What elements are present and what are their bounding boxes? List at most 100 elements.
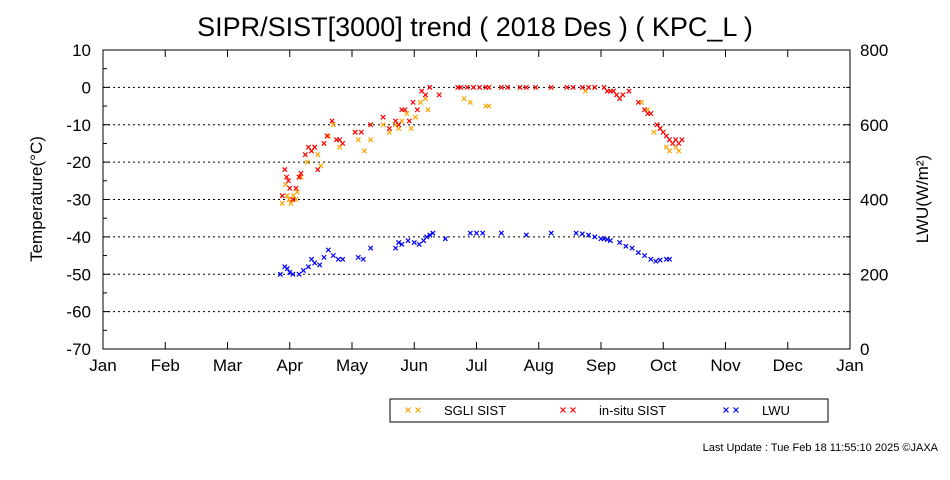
data-point bbox=[282, 166, 288, 173]
data-point bbox=[427, 232, 433, 238]
data-point bbox=[464, 84, 470, 90]
legend-label: SGLI SIST bbox=[444, 403, 506, 418]
data-point bbox=[414, 107, 420, 113]
data-point bbox=[380, 122, 386, 128]
legend-marker bbox=[415, 407, 421, 413]
data-point bbox=[436, 92, 442, 98]
data-point bbox=[279, 200, 285, 206]
data-point bbox=[368, 245, 374, 251]
x-tick-label: Oct bbox=[650, 356, 677, 375]
data-point bbox=[635, 99, 641, 105]
x-tick-label: Jan bbox=[89, 356, 116, 375]
data-point bbox=[368, 137, 374, 143]
data-point bbox=[288, 200, 294, 206]
data-point bbox=[298, 170, 304, 176]
data-point bbox=[404, 110, 410, 117]
data-point bbox=[648, 110, 654, 117]
data-point bbox=[476, 84, 483, 90]
data-point bbox=[329, 118, 335, 124]
data-point bbox=[410, 99, 416, 105]
series-lwu bbox=[277, 230, 673, 277]
data-point bbox=[523, 232, 529, 238]
y-tick-label: -30 bbox=[66, 191, 91, 210]
data-point bbox=[579, 231, 585, 237]
data-point bbox=[296, 271, 302, 277]
data-point bbox=[290, 271, 296, 277]
y-tick-label: -10 bbox=[66, 116, 91, 135]
data-point bbox=[626, 88, 632, 94]
data-point bbox=[325, 133, 331, 139]
legend-label: in-situ SIST bbox=[599, 403, 666, 418]
data-point bbox=[284, 266, 290, 272]
y-tick-label: 10 bbox=[72, 41, 91, 60]
data-point bbox=[411, 239, 417, 246]
data-point bbox=[486, 84, 492, 90]
y-tick-label: 0 bbox=[82, 78, 91, 97]
data-point bbox=[386, 125, 392, 132]
data-point bbox=[315, 166, 321, 173]
data-point bbox=[570, 84, 576, 90]
data-point bbox=[424, 234, 430, 240]
data-points bbox=[277, 84, 685, 277]
data-point bbox=[498, 230, 505, 236]
data-point bbox=[412, 114, 419, 120]
data-point bbox=[417, 99, 424, 105]
x-tick-label: Mar bbox=[213, 356, 243, 375]
y2-tick-label: 800 bbox=[860, 41, 888, 60]
data-point bbox=[505, 84, 511, 90]
x-tick-label: Sep bbox=[586, 356, 616, 375]
series-sgli-sist bbox=[279, 88, 682, 206]
data-point bbox=[406, 118, 412, 124]
data-point bbox=[312, 260, 318, 266]
data-point bbox=[335, 256, 341, 262]
data-point bbox=[321, 140, 327, 147]
legend-item: in-situ SIST bbox=[560, 403, 666, 418]
data-point bbox=[408, 125, 414, 132]
data-point bbox=[523, 84, 529, 90]
data-point bbox=[416, 241, 422, 247]
data-point bbox=[368, 122, 374, 128]
data-point bbox=[419, 88, 425, 94]
y-tick-label: -40 bbox=[66, 228, 91, 247]
data-point bbox=[620, 92, 626, 98]
data-point bbox=[293, 185, 299, 191]
data-point bbox=[473, 230, 480, 236]
data-point bbox=[399, 241, 405, 247]
data-point bbox=[340, 256, 346, 262]
data-point bbox=[548, 84, 554, 90]
x-tick-label: Aug bbox=[524, 356, 554, 375]
series-in-situ-sist bbox=[279, 84, 685, 203]
plot-frame bbox=[102, 49, 851, 350]
data-point bbox=[657, 257, 663, 263]
data-point bbox=[467, 99, 473, 105]
data-point bbox=[666, 148, 673, 154]
data-point bbox=[427, 84, 433, 90]
data-point bbox=[330, 122, 336, 128]
data-point bbox=[294, 189, 300, 195]
data-point bbox=[277, 271, 284, 277]
data-point bbox=[352, 129, 358, 135]
data-point bbox=[617, 239, 623, 246]
data-point bbox=[585, 232, 592, 238]
data-point bbox=[629, 245, 635, 251]
legend-marker bbox=[723, 407, 729, 413]
x-tick-label: Dec bbox=[773, 356, 804, 375]
x-tick-label: Nov bbox=[710, 356, 741, 375]
y2-tick-label: 0 bbox=[860, 340, 869, 359]
data-point bbox=[604, 236, 610, 243]
data-point bbox=[651, 129, 657, 135]
data-point bbox=[284, 193, 290, 199]
data-point bbox=[312, 144, 318, 150]
data-point bbox=[315, 152, 321, 158]
data-point bbox=[498, 84, 505, 90]
data-point bbox=[321, 254, 327, 261]
data-point bbox=[296, 174, 302, 180]
data-point bbox=[480, 230, 486, 236]
data-point bbox=[284, 174, 290, 180]
data-point bbox=[355, 254, 361, 261]
data-point bbox=[517, 84, 523, 90]
legend-marker bbox=[560, 407, 566, 413]
legend-marker bbox=[570, 407, 576, 413]
data-point bbox=[402, 107, 408, 113]
data-point bbox=[317, 262, 323, 268]
